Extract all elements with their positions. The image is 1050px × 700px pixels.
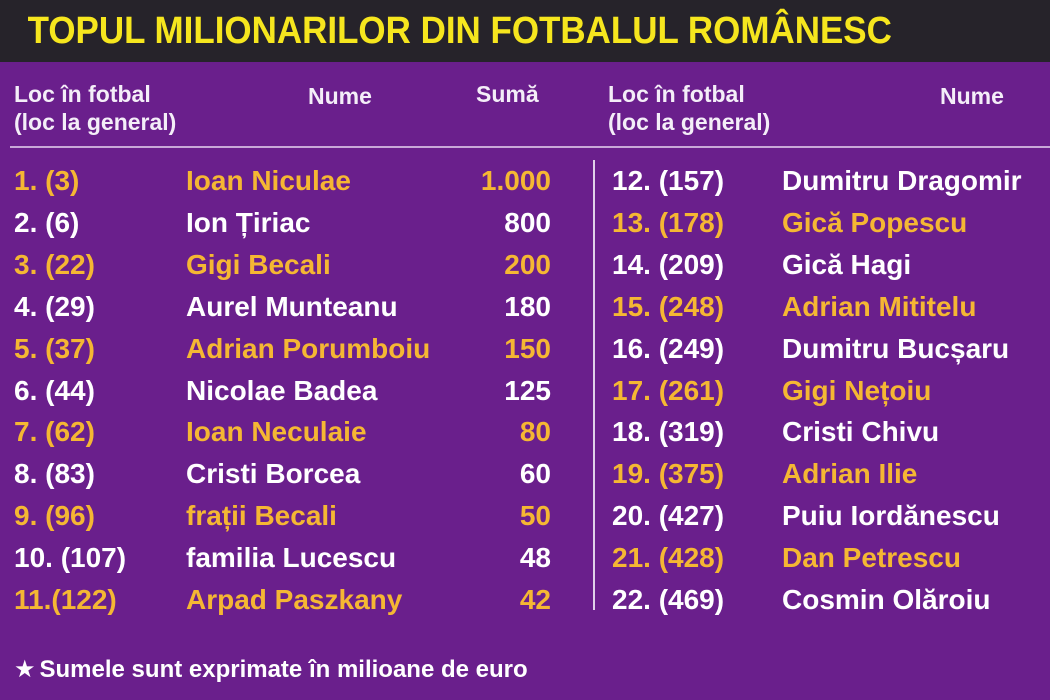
right-rank-header: Loc în fotbal (loc la general) (608, 80, 770, 136)
title-bar: TOPUL MILIONARILOR DIN FOTBALUL ROMÂNESC (0, 0, 1050, 62)
right-table-row: 14. (209) Gică Hagi (0, 245, 1050, 285)
name-cell: Adrian Porumboiu (186, 332, 431, 364)
rank-cell: 17. (261) (612, 374, 725, 406)
left-table-row: 9. (96) frații Becali 50 (0, 496, 551, 536)
sum-cell: 80 (519, 416, 551, 448)
right-rank-header-line2: (loc la general) (608, 109, 771, 135)
left-table-row: 7. (62) Ioan Neculaie 80 (0, 412, 551, 452)
name-cell: Gică Popescu (782, 206, 968, 238)
rank-cell: 18. (319) (612, 416, 725, 448)
left-table-row: 1. (3) Ioan Niculae 1.000 (0, 161, 551, 201)
header-divider (10, 146, 1050, 148)
name-cell: Aurel Munteanu (186, 290, 398, 322)
rank-cell: 6. (44) (14, 374, 95, 406)
rank-cell: 10. (107) (14, 542, 127, 574)
left-table-row: 2. (6) Ion Țiriac 800 (0, 203, 551, 243)
rank-cell: 12. (157) (612, 165, 725, 196)
rank-cell: 11.(122) (14, 584, 117, 615)
right-table-row: 13. (178) Gică Popescu (0, 203, 1050, 243)
right-rank-header-line1: Loc în fotbal (608, 81, 745, 107)
right-table-row: 15. (248) Adrian Mititelu (0, 287, 1050, 327)
footnote: ★ Sumele sunt exprimate în milioane de eu… (14, 655, 528, 684)
rank-cell: 3. (22) (14, 248, 95, 280)
right-table-row: 19. (375) Adrian Ilie (0, 454, 1050, 494)
name-cell: Nicolae Badea (186, 374, 378, 406)
name-cell: Cosmin Olăroiu (782, 584, 991, 615)
left-table-row: 6. (44) Nicolae Badea 125 (0, 371, 551, 411)
sum-cell: 1.000 (480, 165, 551, 196)
rank-cell: 9. (96) (14, 500, 95, 532)
left-table-row: 4. (29) Aurel Munteanu 180 (0, 287, 551, 327)
rank-cell: 21. (428) (612, 542, 725, 574)
name-cell: Gigi Becali (186, 248, 331, 280)
right-table-row: 17. (261) Gigi Nețoiu (0, 371, 1050, 411)
sum-cell: 200 (504, 248, 551, 280)
rank-cell: 20. (427) (612, 500, 725, 532)
right-table-row: 16. (249) Dumitru Bucșaru (0, 329, 1050, 369)
sum-cell: 60 (519, 458, 551, 490)
sum-cell: 180 (504, 290, 551, 322)
sum-cell: 150 (504, 332, 551, 364)
rank-cell: 8. (83) (14, 458, 95, 490)
rank-cell: 19. (375) (612, 458, 725, 490)
sum-cell: 800 (504, 206, 551, 238)
name-cell: Dumitru Bucșaru (782, 332, 1010, 364)
rank-cell: 1. (3) (14, 165, 80, 196)
name-cell: Cristi Chivu (782, 416, 940, 448)
left-table-row: 8. (83) Cristi Borcea 60 (0, 454, 551, 494)
left-table-row: 5. (37) Adrian Porumboiu 150 (0, 329, 551, 369)
name-cell: Arpad Paszkany (186, 584, 403, 615)
right-table-row: 22. (469) Cosmin Olăroiu (0, 580, 1050, 620)
rank-cell: 4. (29) (14, 290, 95, 322)
sum-cell: 50 (519, 500, 551, 532)
left-rank-header: Loc în fotbal (loc la general) (14, 80, 176, 136)
sum-cell: 48 (519, 542, 551, 574)
rank-cell: 22. (469) (612, 584, 725, 615)
sum-cell: 42 (519, 584, 551, 615)
name-cell: Ion Țiriac (186, 206, 311, 238)
page-title: TOPUL MILIONARILOR DIN FOTBALUL ROMÂNESC (27, 9, 892, 52)
left-name-header: Nume (308, 83, 372, 109)
name-cell: frații Becali (186, 500, 337, 532)
left-table-row: 11.(122) Arpad Paszkany 42 (0, 580, 551, 620)
name-cell: Ioan Neculaie (186, 416, 367, 448)
right-name-header: Nume (940, 83, 1004, 109)
left-rank-header-line1: Loc în fotbal (14, 81, 151, 107)
right-table-row: 21. (428) Dan Petrescu (0, 538, 1050, 578)
right-table-row: 20. (427) Puiu Iordănescu (0, 496, 1050, 536)
name-cell: Ioan Niculae (186, 165, 351, 196)
rank-cell: 16. (249) (612, 332, 725, 364)
name-cell: Gigi Nețoiu (782, 374, 932, 406)
rank-cell: 7. (62) (14, 416, 95, 448)
sum-cell: 125 (504, 374, 551, 406)
rank-cell: 15. (248) (612, 290, 725, 322)
rank-cell: 2. (6) (14, 206, 80, 238)
name-cell: Dan Petrescu (782, 542, 961, 574)
column-divider (593, 160, 595, 610)
right-table-row: 18. (319) Cristi Chivu (0, 412, 1050, 452)
right-table-row: 12. (157) Dumitru Dragomir (0, 161, 1050, 201)
left-rank-header-line2: (loc la general) (14, 109, 177, 135)
left-table-row: 10. (107) familia Lucescu 48 (0, 538, 551, 578)
rank-cell: 14. (209) (612, 248, 725, 280)
name-cell: Gică Hagi (782, 248, 912, 280)
rank-cell: 5. (37) (14, 332, 95, 364)
left-table-row: 3. (22) Gigi Becali 200 (0, 245, 551, 285)
name-cell: Adrian Ilie (782, 458, 918, 490)
star-icon: ★ (14, 656, 36, 683)
name-cell: Adrian Mititelu (782, 290, 977, 322)
name-cell: familia Lucescu (186, 542, 397, 574)
footnote-text: Sumele sunt exprimate în milioane de eur… (39, 656, 528, 683)
left-sum-header: Sumă (476, 81, 539, 107)
name-cell: Cristi Borcea (186, 458, 361, 490)
name-cell: Puiu Iordănescu (782, 500, 1000, 532)
name-cell: Dumitru Dragomir (782, 165, 1022, 196)
rank-cell: 13. (178) (612, 206, 725, 238)
